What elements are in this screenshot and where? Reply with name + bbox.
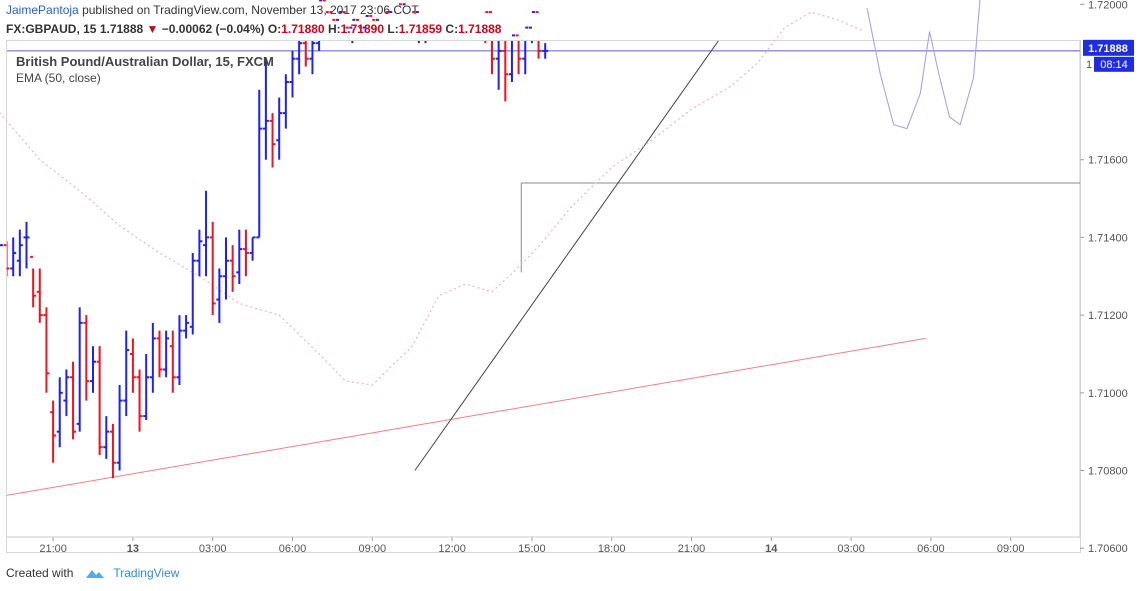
price-axis-label: 1.71000 bbox=[1088, 388, 1128, 400]
time-axis-label: 12:00 bbox=[438, 543, 466, 555]
countdown-label: 08:14 bbox=[1100, 59, 1128, 71]
last-price: 1.71888 bbox=[99, 22, 144, 36]
price-axis-stub-label: 1 bbox=[1086, 59, 1092, 71]
author-link[interactable]: JaimePantoja bbox=[6, 3, 79, 17]
price-axis-label: 1.70600 bbox=[1088, 543, 1128, 555]
time-axis-label: 06:00 bbox=[917, 543, 945, 555]
countdown-badge bbox=[1094, 56, 1134, 72]
time-axis-label: 14 bbox=[765, 543, 778, 555]
published-text: published on TradingView.com, November 1… bbox=[82, 3, 419, 17]
time-axis-label: 06:00 bbox=[279, 543, 307, 555]
down-arrow-icon: ▼ bbox=[146, 22, 159, 36]
indicator-label[interactable]: EMA (50, close) bbox=[16, 71, 101, 85]
time-axis-label: 15:00 bbox=[518, 543, 546, 555]
current-price-badge bbox=[1083, 39, 1134, 56]
created-with-text: Created with bbox=[6, 566, 74, 580]
price-axis-label: 1.70800 bbox=[1088, 466, 1128, 478]
low-value: 1.71859 bbox=[398, 22, 443, 36]
symbol-label: FX:GBPAUD, 15 bbox=[6, 22, 97, 36]
close-value: 1.71888 bbox=[458, 22, 502, 36]
tradingview-cloud-logo-icon[interactable] bbox=[83, 567, 105, 579]
price-axis-label: 1.71400 bbox=[1088, 232, 1128, 244]
trendline[interactable] bbox=[414, 0, 761, 471]
quote-line: FX:GBPAUD, 15 1.71888 ▼ −0.00062 (−0.04%… bbox=[6, 22, 501, 36]
price-axis-label: 1.71600 bbox=[1088, 155, 1128, 167]
current-price-label: 1.71888 bbox=[1088, 43, 1128, 55]
time-axis-label: 03:00 bbox=[837, 543, 865, 555]
chart-title: British Pound/Australian Dollar, 15, FXC… bbox=[16, 54, 274, 69]
price-change: −0.00062 (−0.04%) bbox=[161, 22, 265, 36]
open-label: O: bbox=[267, 22, 282, 36]
tradingview-link[interactable]: TradingView bbox=[113, 566, 180, 580]
high-label: H: bbox=[327, 22, 341, 36]
open-value: 1.71880 bbox=[281, 22, 325, 36]
time-axis-label: 09:00 bbox=[359, 543, 387, 555]
high-value: 1.71890 bbox=[340, 22, 385, 36]
price-axis-label: 1.71200 bbox=[1088, 310, 1128, 322]
time-axis-label: 13 bbox=[127, 543, 139, 555]
time-axis-label: 21:00 bbox=[678, 543, 706, 555]
published-line: JaimePantoja published on TradingView.co… bbox=[6, 3, 419, 17]
footer: Created with TradingView bbox=[6, 566, 179, 580]
projection-curve[interactable] bbox=[866, 0, 1007, 130]
time-axis-label: 21:00 bbox=[39, 543, 67, 555]
low-label: L: bbox=[387, 22, 399, 36]
close-label: C: bbox=[445, 22, 459, 36]
time-axis-label: 18:00 bbox=[598, 543, 626, 555]
trendline[interactable] bbox=[0, 337, 926, 521]
time-axis-label: 03:00 bbox=[199, 543, 227, 555]
price-axis-label: 1.72000 bbox=[1088, 0, 1128, 11]
time-axis-label: 09:00 bbox=[997, 543, 1025, 555]
